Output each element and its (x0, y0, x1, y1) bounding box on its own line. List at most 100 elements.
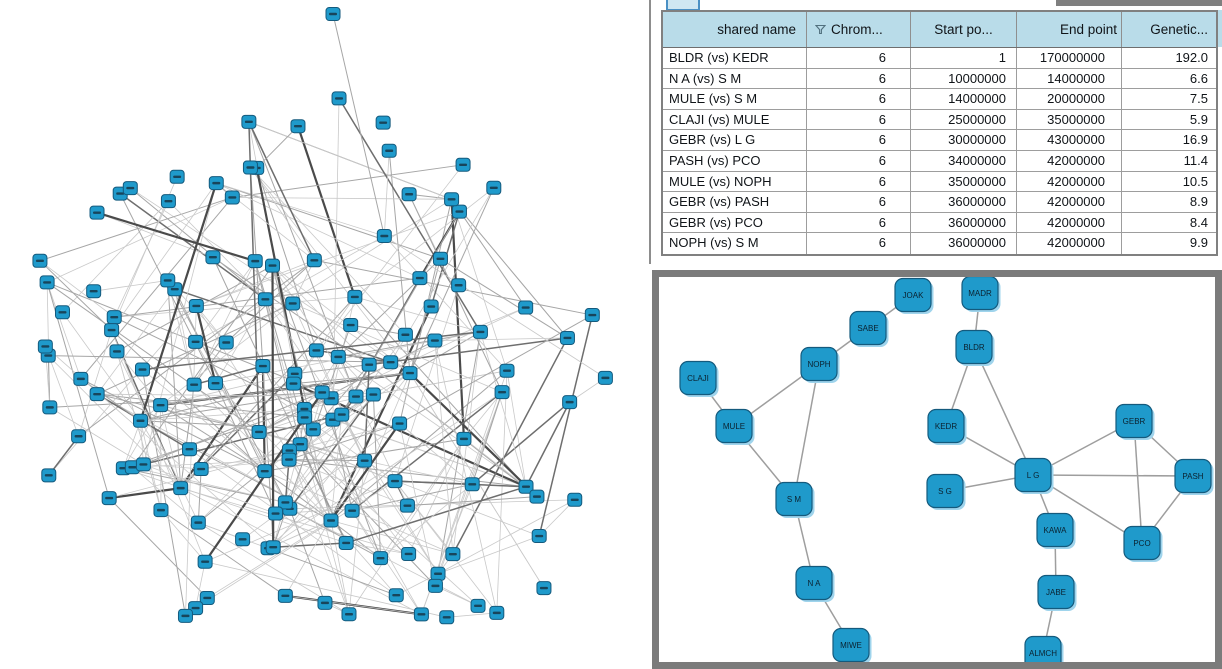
network-node[interactable] (388, 588, 404, 603)
network-node[interactable] (567, 492, 583, 507)
network-edge[interactable] (193, 384, 332, 521)
network-node[interactable] (54, 305, 70, 320)
network-node[interactable]: S G (926, 473, 966, 511)
network-node[interactable]: N A (795, 565, 835, 603)
network-node[interactable] (188, 334, 204, 349)
network-edge[interactable] (351, 391, 503, 512)
network-node[interactable] (277, 588, 293, 603)
filter-icon[interactable] (815, 24, 826, 35)
network-node[interactable]: JOAK (894, 277, 934, 315)
table-cell-shared_name[interactable]: N A (vs) S M (663, 68, 807, 90)
network-edge[interactable] (96, 212, 214, 258)
network-edge[interactable] (189, 448, 397, 596)
network-node[interactable] (268, 506, 284, 521)
network-node[interactable]: ALMCH (1024, 635, 1064, 663)
table-cell-chromosome[interactable]: 6 (807, 48, 911, 69)
network-node[interactable] (383, 355, 399, 370)
network-edge[interactable] (267, 547, 397, 596)
network-node[interactable] (444, 192, 460, 207)
network-edge[interactable] (538, 314, 594, 537)
network-edge[interactable] (407, 496, 537, 507)
network-edge[interactable] (256, 125, 299, 169)
network-edge[interactable] (296, 125, 356, 298)
network-node[interactable] (427, 333, 443, 348)
network-node[interactable] (37, 339, 53, 354)
network-edge[interactable] (394, 285, 460, 482)
network-node[interactable] (597, 370, 613, 385)
network-edge[interactable] (351, 510, 381, 559)
network-edge[interactable] (267, 391, 503, 549)
network-edge[interactable] (363, 364, 370, 461)
full-network-panel[interactable] (0, 0, 652, 669)
network-edge[interactable] (330, 520, 453, 555)
table-row[interactable]: CLAJI (vs) MULE 6 25000000 35000000 5.9 (663, 109, 1216, 131)
network-edge[interactable] (409, 258, 441, 374)
network-edge[interactable] (332, 13, 385, 237)
network-edge[interactable] (62, 200, 169, 313)
network-edge[interactable] (330, 520, 350, 615)
network-node[interactable] (464, 477, 480, 492)
network-node[interactable] (122, 181, 138, 196)
table-cell-chromosome[interactable]: 6 (807, 89, 911, 110)
network-node[interactable]: MULE (715, 408, 755, 446)
network-edge[interactable] (261, 366, 266, 472)
network-node[interactable] (255, 359, 271, 374)
table-cell-genetic[interactable]: 5.9 (1122, 110, 1216, 131)
network-edge[interactable] (300, 443, 365, 462)
table-cell-genetic[interactable]: 7.5 (1122, 89, 1216, 110)
network-node[interactable] (281, 452, 297, 467)
network-edge[interactable] (330, 422, 401, 522)
network-node[interactable] (456, 431, 472, 446)
network-node[interactable]: S M (775, 481, 815, 519)
table-row[interactable]: GEBR (vs) L G 6 30000000 43000000 16.9 (663, 130, 1216, 151)
network-node[interactable] (109, 344, 125, 359)
network-edge[interactable] (49, 407, 144, 465)
network-edge[interactable] (285, 394, 374, 503)
table-cell-start[interactable]: 36000000 (911, 233, 1017, 254)
network-node[interactable] (427, 578, 443, 593)
network-edge[interactable] (275, 505, 408, 514)
network-edge[interactable] (201, 450, 290, 470)
table-cell-genetic[interactable]: 9.9 (1189, 235, 1208, 251)
table-cell-end[interactable]: 170000000 (1017, 48, 1122, 69)
network-edge[interactable] (215, 382, 290, 460)
network-edge[interactable] (440, 258, 568, 339)
column-header-shared-name[interactable]: shared name (663, 12, 807, 47)
table-cell-start[interactable]: 36000000 (911, 212, 1017, 234)
network-edge[interactable] (248, 121, 452, 200)
network-node[interactable]: KAWA (1036, 512, 1076, 550)
network-node[interactable]: MIWE (832, 627, 872, 663)
network-edge[interactable] (80, 378, 265, 472)
network-node[interactable] (392, 416, 408, 431)
network-node[interactable] (518, 300, 534, 315)
filtered-network-panel[interactable]: JOAK SABE NOPH CLAJI MULE S M N A MIWE MADR BLDR K… (652, 270, 1222, 669)
network-edge[interactable] (341, 211, 460, 415)
network-edge[interactable] (338, 98, 482, 333)
network-node[interactable] (357, 453, 373, 468)
column-header-genetic-distance[interactable]: Genetic... (1150, 22, 1208, 37)
network-node[interactable] (402, 366, 418, 381)
network-node[interactable] (297, 410, 313, 425)
network-edge[interactable] (292, 303, 366, 461)
network-node[interactable] (265, 540, 281, 555)
table-cell-genetic[interactable]: 8.9 (1122, 192, 1216, 213)
network-edge[interactable] (383, 150, 390, 237)
network-edge[interactable] (195, 305, 217, 384)
table-cell-genetic[interactable]: 192.0 (1122, 48, 1216, 69)
network-node[interactable] (387, 474, 403, 489)
network-node[interactable] (32, 253, 48, 268)
network-node[interactable] (445, 547, 461, 562)
network-edge[interactable] (140, 420, 314, 430)
network-edge[interactable] (123, 467, 286, 503)
network-edge[interactable] (471, 401, 571, 485)
network-node[interactable] (41, 468, 57, 483)
table-cell-genetic[interactable]: 6.6 (1122, 69, 1216, 90)
network-node[interactable] (186, 377, 202, 392)
column-header-end-point[interactable]: End point (1017, 12, 1122, 47)
network-node[interactable]: JABE (1037, 574, 1077, 612)
table-cell-genetic[interactable]: 10.5 (1122, 172, 1216, 193)
network-node[interactable] (432, 251, 448, 266)
network-edge[interactable] (380, 483, 473, 559)
network-edge[interactable] (143, 463, 202, 470)
network-node[interactable] (208, 176, 224, 191)
